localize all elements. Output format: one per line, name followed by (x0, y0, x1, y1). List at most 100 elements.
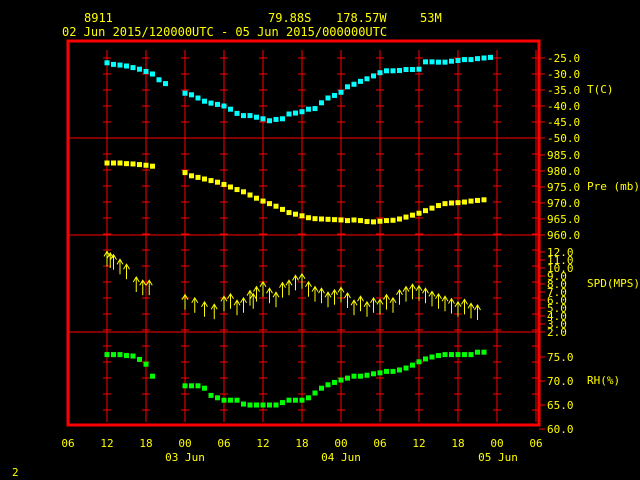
data-point (195, 174, 201, 180)
data-point (104, 160, 110, 166)
data-point (143, 68, 149, 74)
wind-arrow-head (279, 281, 286, 288)
data-point (137, 356, 142, 362)
y-tick-label: -30.0 (547, 68, 580, 81)
data-point (215, 179, 220, 185)
wind-arrow-head (467, 302, 475, 309)
wind-arrow (253, 285, 260, 302)
wind-arrow (363, 300, 371, 317)
data-point (351, 373, 357, 379)
data-point (390, 68, 396, 74)
data-point (488, 54, 493, 60)
series-wind-speed (103, 250, 481, 320)
y-tick-label: 10.0 (547, 262, 574, 275)
y-tick-label: 6.0 (547, 294, 567, 307)
axis-labels: -25.0 -30.0 -35.0 -40.0 -45.0 -50.0 T(C) 985.0 9… (61, 52, 640, 464)
data-point (130, 65, 136, 71)
data-point (475, 349, 480, 355)
data-point (195, 95, 201, 101)
wind-arrow (132, 276, 140, 292)
data-point (163, 81, 168, 87)
wind-arrow (318, 287, 325, 304)
data-point (306, 395, 311, 401)
wind-arrow (311, 285, 319, 302)
data-point (286, 111, 292, 117)
y-tick-label: -40.0 (547, 100, 580, 113)
data-point (156, 77, 162, 83)
data-point (299, 213, 305, 219)
wind-arrow (415, 284, 423, 301)
wind-arrow (103, 250, 111, 267)
data-point (384, 218, 389, 224)
wind-arrow (344, 292, 351, 308)
data-point (124, 63, 129, 69)
data-point (455, 58, 461, 64)
time-range: 02 Jun 2015/120000UTC - 05 Jun 2015/0000… (62, 25, 387, 39)
wind-arrow-head (292, 274, 299, 281)
y-tick-label: -25.0 (547, 52, 580, 65)
wind-arrow-head (116, 258, 124, 265)
plot-frame-group (66, 39, 541, 427)
wind-arrow (139, 279, 147, 296)
data-point (338, 217, 344, 223)
data-point (364, 219, 370, 225)
y-tick-label: 11.0 (547, 254, 574, 267)
wind-arrow (376, 298, 384, 315)
data-point (137, 66, 142, 72)
data-point (449, 352, 454, 358)
wind-arrow-head (227, 292, 234, 300)
wind-arrow (324, 291, 332, 308)
y-tick-label: 75.0 (547, 351, 574, 364)
data-point (410, 362, 415, 368)
data-point (319, 385, 324, 391)
data-point (273, 203, 279, 209)
wind-arrow (396, 288, 403, 305)
data-point (364, 76, 370, 82)
y-axis-label: RH(%) (587, 374, 620, 387)
data-point (312, 216, 318, 222)
data-point (358, 373, 363, 379)
data-point (254, 114, 259, 120)
data-point (325, 382, 331, 388)
wind-arrow (259, 280, 267, 297)
y-tick-label: 985.0 (547, 149, 580, 162)
wind-arrow (279, 281, 286, 298)
wind-arrow-head (246, 289, 254, 296)
data-point (423, 208, 428, 214)
x-tick-label: 12 (100, 437, 113, 450)
series-pressure (104, 160, 487, 225)
y-tick-label: 8.0 (547, 278, 567, 291)
data-point (247, 113, 253, 119)
series-temperature (104, 54, 493, 124)
data-point (436, 203, 441, 209)
wind-arrow-head (363, 300, 371, 308)
data-point (111, 160, 116, 166)
data-point (306, 106, 311, 112)
date-label: 03 Jun (165, 451, 205, 464)
data-point (377, 218, 383, 224)
wind-arrow (110, 253, 117, 270)
elevation: 53M (420, 11, 442, 25)
wind-arrow-head (370, 296, 377, 304)
data-point (384, 368, 389, 374)
data-point (150, 163, 155, 169)
data-point (267, 118, 272, 124)
data-point (429, 59, 435, 65)
data-point (228, 184, 233, 190)
wind-arrow (357, 295, 364, 312)
wind-arrow (441, 295, 449, 312)
data-point (202, 385, 207, 391)
data-point (358, 78, 363, 84)
y-tick-label: 2.0 (547, 326, 567, 339)
data-point (273, 402, 279, 408)
x-tick-label: 12 (412, 437, 425, 450)
wind-arrow-head (123, 263, 130, 270)
data-point (150, 373, 155, 379)
x-tick-label: 06 (61, 437, 74, 450)
wind-arrow-head (422, 287, 429, 294)
data-point (423, 356, 428, 362)
data-point (371, 371, 376, 377)
y-tick-label: 965.0 (547, 213, 580, 226)
data-point (306, 215, 311, 221)
wind-arrow-head (259, 280, 267, 288)
